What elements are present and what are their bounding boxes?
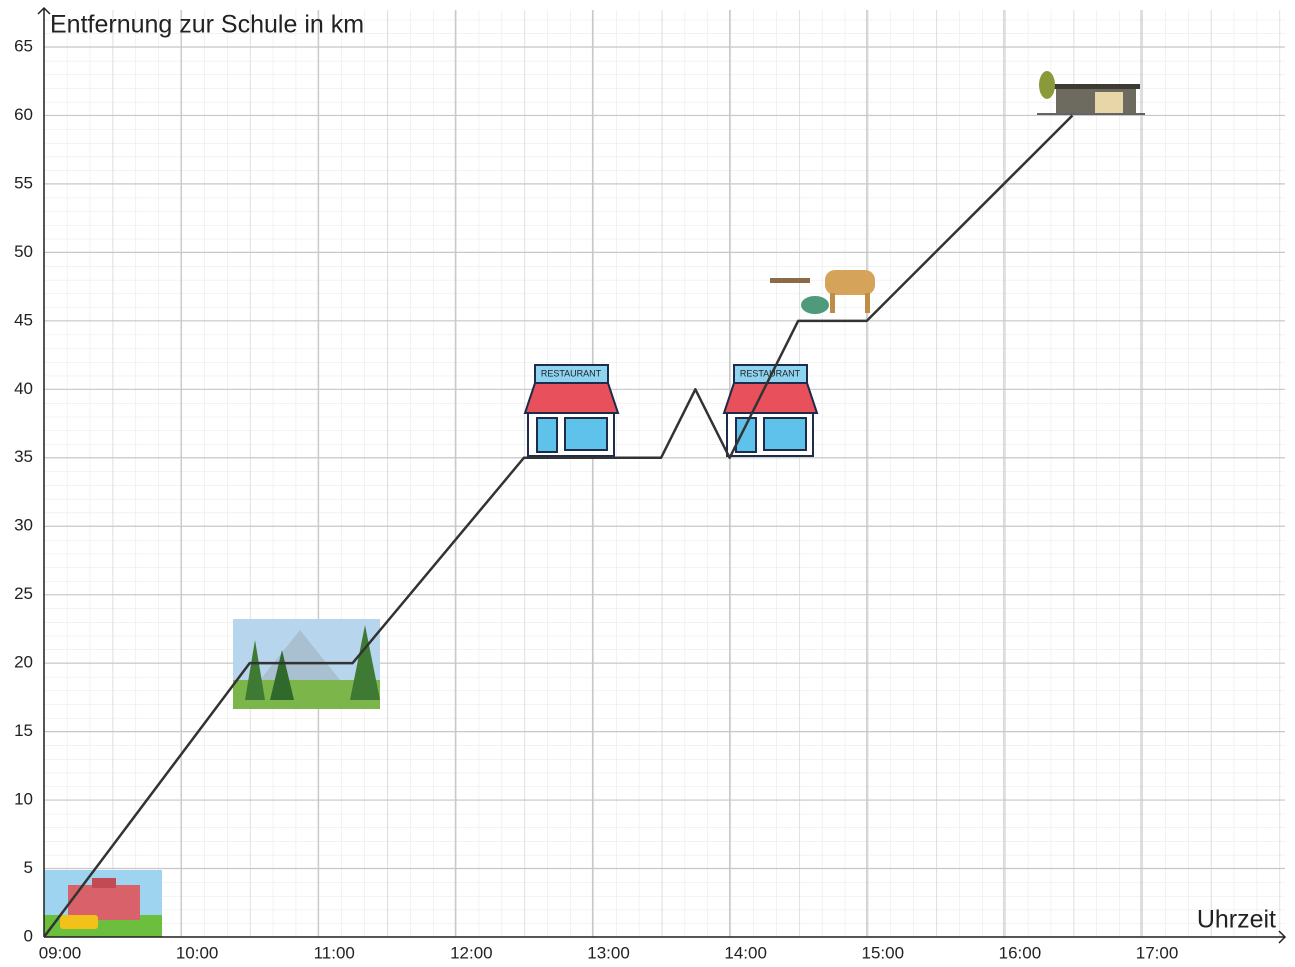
x-tick-label: 17:00 xyxy=(1136,943,1179,962)
forest-icon xyxy=(233,619,380,709)
annotation: RESTAURANT xyxy=(541,368,602,378)
x-tick-label: 10:00 xyxy=(176,943,219,962)
x-tick-label: 12:00 xyxy=(450,943,493,962)
y-tick-label: 45 xyxy=(14,310,33,329)
x-tick-label: 11:00 xyxy=(314,943,355,962)
annotation: RESTAURANT xyxy=(740,368,801,378)
cow-icon xyxy=(770,270,875,314)
house-icon xyxy=(1037,71,1145,115)
restaurant-icon: RESTAURANT xyxy=(722,364,819,457)
y-tick-label: 55 xyxy=(14,173,33,192)
y-tick-label: 35 xyxy=(14,447,33,466)
y-tick-label: 20 xyxy=(14,653,33,672)
x-tick-label: 13:00 xyxy=(587,943,630,962)
y-tick-label: 25 xyxy=(14,584,33,603)
y-tick-label: 15 xyxy=(14,721,33,740)
x-tick-label: 14:00 xyxy=(724,943,767,962)
restaurant-icon: RESTAURANT xyxy=(523,364,620,457)
axes xyxy=(37,6,1287,944)
x-axis-arrow xyxy=(1278,930,1287,944)
y-tick-label: 65 xyxy=(14,36,33,55)
y-axis-arrow xyxy=(37,6,51,15)
x-tick-label: 15:00 xyxy=(861,943,904,962)
y-tick-label: 40 xyxy=(14,379,33,398)
x-tick-label: 09:00 xyxy=(39,943,82,962)
school-icon xyxy=(44,870,162,937)
x-tick-label: 16:00 xyxy=(999,943,1042,962)
y-tick-label: 60 xyxy=(14,105,33,124)
y-tick-label: 10 xyxy=(14,790,33,809)
line xyxy=(43,114,1074,938)
x-axis-label: Uhrzeit xyxy=(1197,906,1276,934)
half-hour-grid xyxy=(44,10,1285,937)
y-tick-label: 30 xyxy=(14,516,33,535)
y-axis-label: Entfernung zur Schule in km xyxy=(50,11,364,39)
y-tick-label: 5 xyxy=(24,858,33,877)
y-tick-label: 0 xyxy=(24,926,33,945)
y-tick-label: 50 xyxy=(14,242,33,261)
